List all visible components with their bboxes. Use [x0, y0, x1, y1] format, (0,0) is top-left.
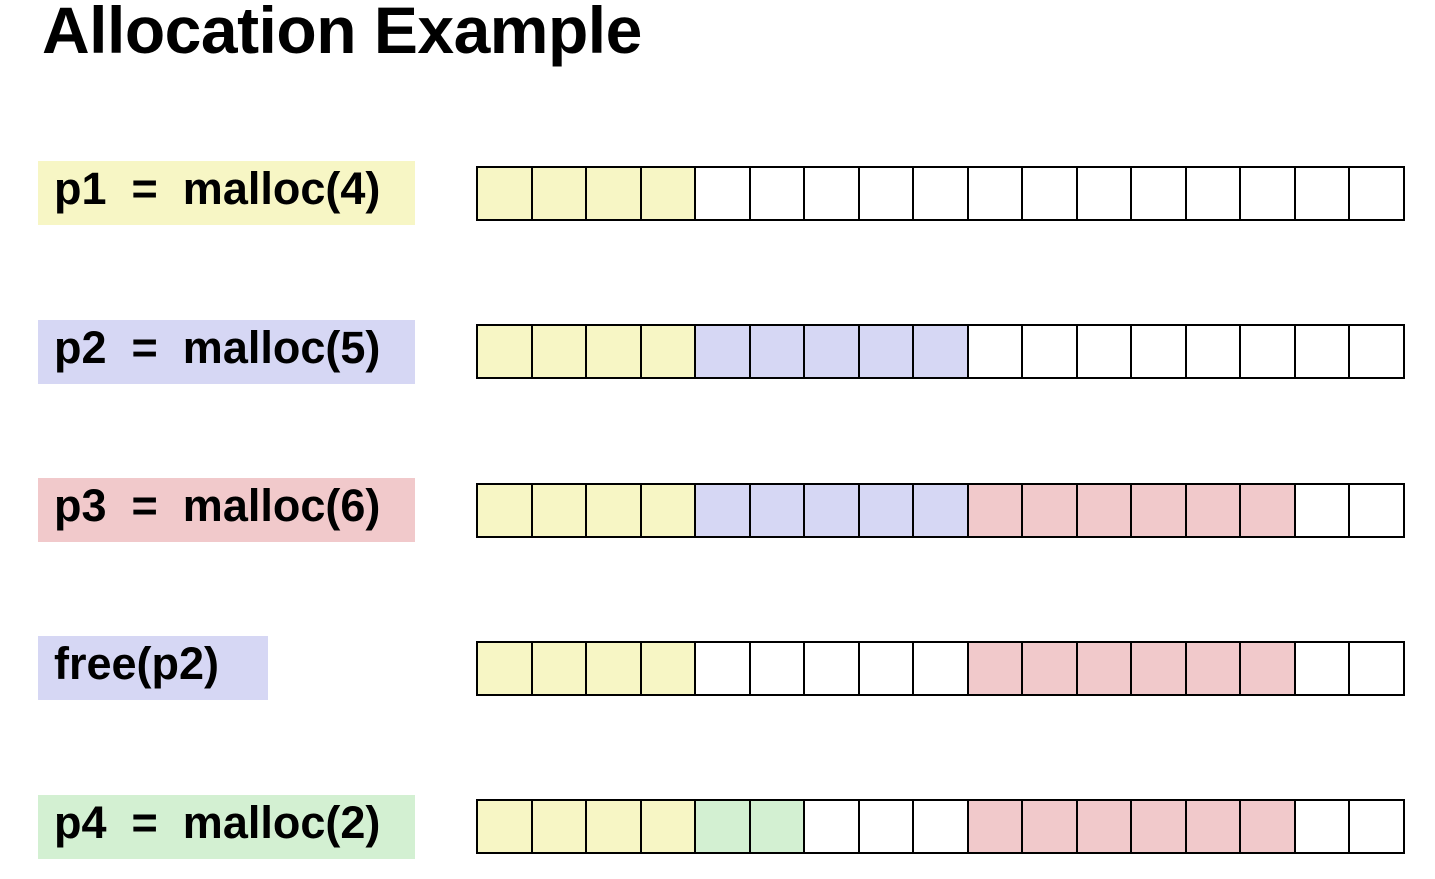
heap-cell-p2 [914, 483, 969, 538]
heap-cell-p2 [859, 324, 914, 379]
heap-cell-free [859, 641, 914, 696]
heap-cell-p3 [968, 799, 1023, 854]
heap-cell-p3 [1186, 799, 1241, 854]
step-label-free-p2: free(p2) [38, 636, 268, 700]
heap-cell-p1 [478, 641, 533, 696]
heap-cell-p2 [859, 483, 914, 538]
heap-cell-free [1350, 324, 1405, 379]
heap-cell-free [1077, 324, 1132, 379]
heap-cell-p1 [641, 166, 696, 221]
heap-cell-free [1023, 324, 1078, 379]
heap-cell-free [914, 641, 969, 696]
heap-cell-p2 [750, 324, 805, 379]
heap-cell-free [968, 166, 1023, 221]
heap-cell-free [1186, 166, 1241, 221]
heap-cell-free [1132, 324, 1187, 379]
heap-cell-free [1295, 166, 1350, 221]
heap-cell-p3 [1132, 641, 1187, 696]
heap-cell-p3 [1186, 641, 1241, 696]
heap-cell-p2 [914, 324, 969, 379]
heap-cell-free [1241, 324, 1296, 379]
heap-cell-p3 [968, 641, 1023, 696]
heap-cell-free [1241, 166, 1296, 221]
heap-cell-p3 [1023, 483, 1078, 538]
step-label-p1-malloc: p1 = malloc(4) [38, 161, 415, 225]
heap-cell-p1 [478, 324, 533, 379]
heap-cell-p4 [750, 799, 805, 854]
heap-cell-p1 [587, 166, 642, 221]
heap-cell-free [968, 324, 1023, 379]
heap-cell-free [914, 166, 969, 221]
heap-cell-p2 [805, 324, 860, 379]
heap-cell-p3 [1077, 799, 1132, 854]
heap-cell-p3 [1241, 799, 1296, 854]
heap-cell-free [750, 641, 805, 696]
heap-cell-p1 [641, 799, 696, 854]
heap-row-p1-malloc [476, 166, 1405, 221]
heap-cell-free [1295, 324, 1350, 379]
heap-cell-free [1295, 799, 1350, 854]
heap-cell-p2 [750, 483, 805, 538]
heap-cell-p1 [641, 641, 696, 696]
heap-cell-free [696, 641, 751, 696]
heap-cell-free [1295, 483, 1350, 538]
heap-cell-p3 [1077, 483, 1132, 538]
heap-cell-free [805, 641, 860, 696]
heap-row-p3-malloc [476, 483, 1405, 538]
heap-cell-free [805, 799, 860, 854]
heap-cell-p3 [1132, 799, 1187, 854]
heap-cell-free [1350, 641, 1405, 696]
heap-cell-free [750, 166, 805, 221]
heap-cell-p4 [696, 799, 751, 854]
heap-cell-p1 [641, 324, 696, 379]
heap-cell-free [1132, 166, 1187, 221]
heap-cell-free [805, 166, 860, 221]
heap-cell-p1 [478, 799, 533, 854]
heap-cell-p3 [1241, 641, 1296, 696]
heap-cell-free [1023, 166, 1078, 221]
heap-cell-p3 [1186, 483, 1241, 538]
heap-row-p4-malloc [476, 799, 1405, 854]
heap-cell-p1 [641, 483, 696, 538]
heap-cell-p1 [587, 641, 642, 696]
heap-cell-p1 [532, 799, 587, 854]
heap-cell-free [1186, 324, 1241, 379]
heap-cell-p2 [696, 324, 751, 379]
step-label-p2-malloc: p2 = malloc(5) [38, 320, 415, 384]
heap-cell-p1 [532, 324, 587, 379]
heap-cell-free [1077, 166, 1132, 221]
heap-cell-free [859, 799, 914, 854]
heap-cell-p2 [696, 483, 751, 538]
heap-cell-p3 [1132, 483, 1187, 538]
heap-cell-p3 [1241, 483, 1296, 538]
heap-cell-p1 [532, 166, 587, 221]
heap-cell-p1 [532, 483, 587, 538]
heap-cell-p1 [478, 483, 533, 538]
step-label-p4-malloc: p4 = malloc(2) [38, 795, 415, 859]
heap-cell-free [1295, 641, 1350, 696]
heap-cell-p1 [532, 641, 587, 696]
heap-cell-free [1350, 483, 1405, 538]
heap-cell-p2 [805, 483, 860, 538]
heap-row-p2-malloc [476, 324, 1405, 379]
heap-cell-p1 [587, 483, 642, 538]
heap-cell-p3 [1023, 641, 1078, 696]
heap-cell-p3 [1023, 799, 1078, 854]
heap-cell-free [1350, 166, 1405, 221]
heap-cell-p1 [587, 799, 642, 854]
heap-cell-p3 [1077, 641, 1132, 696]
heap-cell-p1 [478, 166, 533, 221]
heap-cell-free [696, 166, 751, 221]
step-label-p3-malloc: p3 = malloc(6) [38, 478, 415, 542]
slide-title: Allocation Example [42, 0, 642, 67]
heap-cell-free [1350, 799, 1405, 854]
heap-cell-free [859, 166, 914, 221]
heap-cell-free [914, 799, 969, 854]
heap-cell-p1 [587, 324, 642, 379]
heap-cell-p3 [968, 483, 1023, 538]
heap-row-free-p2 [476, 641, 1405, 696]
